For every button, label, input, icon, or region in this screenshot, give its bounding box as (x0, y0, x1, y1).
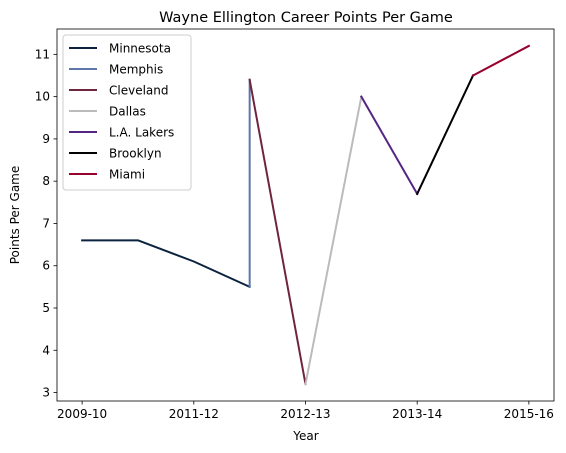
x-tick-label: 2011-12 (169, 407, 219, 421)
y-tick-label: 9 (42, 132, 50, 146)
y-tick-label: 10 (35, 90, 50, 104)
legend-label: L.A. Lakers (109, 126, 174, 140)
y-tick-label: 7 (42, 216, 50, 230)
x-tick-label: 2009-10 (57, 407, 107, 421)
legend-label: Dallas (109, 105, 146, 119)
legend-label: Cleveland (109, 84, 169, 98)
x-axis-label: Year (292, 429, 318, 443)
x-tick-label: 2015-16 (504, 407, 554, 421)
legend-label: Memphis (109, 63, 163, 77)
legend-label: Miami (109, 168, 145, 182)
x-tick-label: 2013-14 (392, 407, 442, 421)
y-tick-label: 8 (42, 174, 50, 188)
y-tick-label: 4 (42, 343, 50, 357)
legend-label: Minnesota (109, 42, 171, 56)
chart-title: Wayne Ellington Career Points Per Game (159, 10, 453, 26)
y-tick-label: 5 (42, 301, 50, 315)
legend-label: Brooklyn (109, 147, 162, 161)
y-tick-label: 3 (42, 386, 50, 400)
y-tick-label: 6 (42, 259, 50, 273)
x-tick-label: 2012-13 (280, 407, 330, 421)
legend: Minnesota Memphis Cleveland Dallas L.A. Lake… (63, 35, 191, 190)
y-tick-label: 11 (35, 47, 50, 61)
y-axis-label: Points Per Game (8, 166, 22, 265)
